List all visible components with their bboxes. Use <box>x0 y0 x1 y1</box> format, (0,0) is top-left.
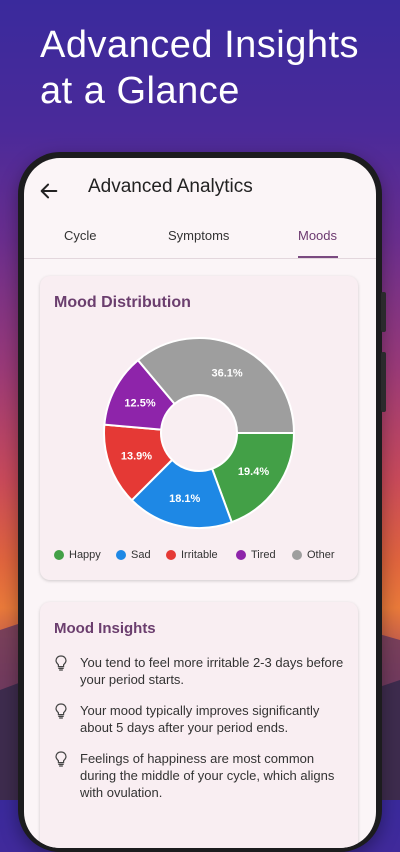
donut-slice-label: 19.4% <box>238 466 269 478</box>
legend-item-irritable: Irritable <box>166 549 218 561</box>
legend-item-sad: Sad <box>116 549 151 561</box>
volume-button <box>381 292 386 332</box>
lightbulb-icon <box>55 655 67 671</box>
legend-swatch <box>116 550 126 560</box>
legend-label: Happy <box>69 549 101 561</box>
donut-slice-happy <box>210 432 296 524</box>
tab-bar: Cycle Symptoms Moods <box>24 220 376 259</box>
donut-slice-label: 36.1% <box>212 368 243 380</box>
legend-label: Irritable <box>181 549 218 561</box>
power-button <box>381 352 386 412</box>
headline-line-1: Advanced Insights <box>40 24 360 66</box>
legend-label: Sad <box>131 549 151 561</box>
legend-swatch <box>236 550 246 560</box>
app-bar: Advanced Analytics <box>24 158 376 220</box>
active-tab-indicator <box>298 256 338 258</box>
tab-moods[interactable]: Moods <box>298 228 338 243</box>
tab-symptoms[interactable]: Symptoms <box>168 228 230 243</box>
headline-line-2: at a Glance <box>40 70 240 112</box>
mood-insights-card: Mood Insights You tend to feel more irri… <box>40 602 358 848</box>
legend-label: Other <box>307 549 335 561</box>
mood-distribution-title: Mood Distribution <box>54 294 191 311</box>
lightbulb-icon <box>55 703 67 719</box>
tab-cycle[interactable]: Cycle <box>64 228 97 243</box>
legend-label: Tired <box>251 549 276 561</box>
app-screen: Advanced Analytics Cycle Symptoms Moods … <box>24 158 376 848</box>
donut-slice-other <box>136 337 296 434</box>
donut-slice-sad <box>130 458 234 529</box>
legend-swatch <box>54 550 64 560</box>
page-title: Advanced Analytics <box>88 176 253 197</box>
legend-swatch <box>292 550 302 560</box>
legend-item-happy: Happy <box>54 549 101 561</box>
legend-item-tired: Tired <box>236 549 276 561</box>
phone-frame: Advanced Analytics Cycle Symptoms Moods … <box>18 152 386 852</box>
legend-swatch <box>166 550 176 560</box>
donut-slice-label: 18.1% <box>169 493 200 505</box>
donut-slice-label: 12.5% <box>124 397 155 409</box>
insight-text: Your mood typically improves significant… <box>80 703 320 735</box>
mood-insights-title: Mood Insights <box>54 620 156 637</box>
lightbulb-icon <box>55 751 67 767</box>
donut-slice-label: 13.9% <box>121 451 152 463</box>
promo-headline: Advanced Insights at a Glance <box>40 22 390 114</box>
legend-item-other: Other <box>292 549 335 561</box>
mood-distribution-card: Mood Distribution 19.4% 18.1% 13.9% 12.5% 36… <box>40 276 358 580</box>
chart-legend: Happy Sad Irritable Tired Other <box>54 549 354 565</box>
insight-text: Feelings of happiness are most common du… <box>80 751 335 800</box>
mood-donut-chart: 19.4% 18.1% 13.9% 12.5% 36.1% <box>103 337 296 529</box>
insight-text: You tend to feel more irritable 2-3 days… <box>80 655 344 687</box>
arrow-left-icon[interactable] <box>38 180 60 202</box>
